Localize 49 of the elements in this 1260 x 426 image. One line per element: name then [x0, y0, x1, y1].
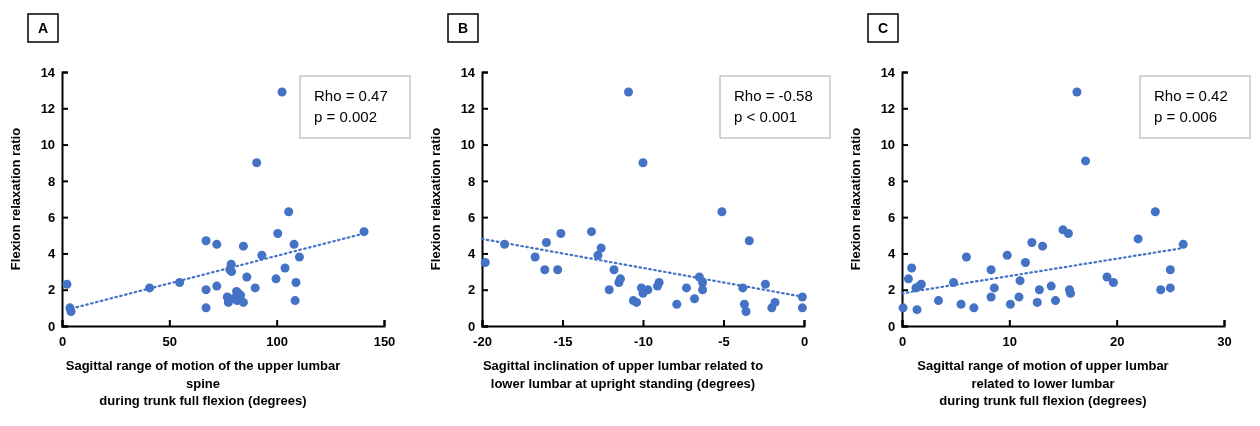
x-axis-title: Sagittal range of motion of upper lumbar related to lower lumbar during trunk full flexion (degrees): [917, 358, 1169, 409]
y-tick-label: 8: [467, 173, 476, 189]
y-tick-label: 0: [47, 318, 56, 334]
x-tick-label: -5: [718, 333, 730, 349]
text: B: [457, 20, 469, 36]
x-tick-label: 0: [58, 333, 67, 349]
annotation: Rho = -0.58 p < 0.001: [734, 87, 813, 125]
x-tick-label: 100: [266, 333, 289, 349]
x-tick-label: 0: [898, 333, 907, 349]
x-tick-label: 10: [1002, 333, 1018, 349]
y-tick-label: 0: [887, 318, 896, 334]
x-tick-label: 150: [373, 333, 396, 349]
y-tick-label: 2: [887, 282, 896, 298]
text: A: [37, 20, 49, 36]
x-tick-label: -10: [634, 333, 653, 349]
x-axis-title: Sagittal range of motion of the upper lumbar spine during trunk full flexion (degrees): [65, 358, 341, 409]
x-tick-label: 20: [1109, 333, 1125, 349]
y-tick-label: 14: [880, 64, 896, 80]
y-tick-label: 10: [460, 137, 476, 153]
x-tick-label: 30: [1217, 333, 1232, 349]
x-tick-label: -20: [473, 333, 492, 349]
y-tick-label: 8: [887, 173, 896, 189]
y-axis-title: Flexion relaxation ratio: [8, 127, 23, 271]
y-tick-label: 4: [47, 246, 56, 262]
x-tick-label: 0: [800, 333, 809, 349]
y-tick-label: 6: [887, 209, 896, 225]
y-tick-label: 0: [467, 318, 476, 334]
y-tick-label: 4: [887, 246, 896, 262]
y-tick-label: 6: [47, 209, 56, 225]
y-tick-label: 12: [880, 100, 896, 116]
y-tick-label: 4: [467, 246, 476, 262]
text: C: [877, 20, 889, 36]
y-tick-label: 2: [467, 282, 476, 298]
x-tick-label: -15: [553, 333, 573, 349]
y-tick-label: 6: [467, 209, 476, 225]
annotation: Rho = 0.47 p = 0.002: [314, 87, 388, 125]
y-axis-title: Flexion relaxation ratio: [848, 127, 863, 271]
y-tick-label: 10: [880, 137, 896, 153]
x-axis-title: Sagittal inclination of upper lumbar related to lower lumbar at upright standing (degrees): [482, 358, 764, 391]
annotation: Rho = 0.42 p = 0.006: [1154, 87, 1228, 125]
y-tick-label: 2: [47, 282, 56, 298]
y-tick-label: 14: [460, 64, 476, 80]
y-tick-label: 12: [40, 100, 56, 116]
y-tick-label: 8: [47, 173, 56, 189]
y-tick-label: 14: [40, 64, 56, 80]
y-tick-label: 10: [40, 137, 56, 153]
y-axis-title: Flexion relaxation ratio: [428, 127, 443, 271]
x-tick-label: 50: [162, 333, 178, 349]
y-tick-label: 12: [460, 100, 476, 116]
